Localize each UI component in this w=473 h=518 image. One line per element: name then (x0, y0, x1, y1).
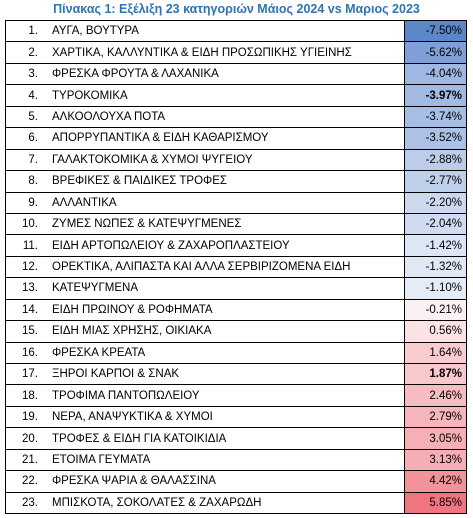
category-name: ΝΕΡΑ, ΑΝΑΨΥΚΤΙΚΑ & ΧΥΜΟΙ (43, 405, 405, 429)
category-name: ΜΠΙΣΚΟΤΑ, ΣΟΚΟΛΑΤΕΣ & ΖΑΧΑΡΩΔΗ (43, 491, 405, 515)
change-value: -7.50% (404, 19, 467, 43)
change-value: -5.62% (404, 41, 467, 64)
row-number: 19. (5, 405, 43, 429)
row-number: 21. (5, 448, 43, 472)
row-number: 5. (5, 105, 43, 129)
table-row: 8. ΒΡΕΦΙΚΕΣ & ΠΑΙΔΙΚΕΣ ΤΡΟΦΕΣ -2.77% (5, 170, 467, 193)
category-name: ΟΡΕΚΤΙΚΑ, ΑΛΙΠΑΣΤΑ ΚΑΙ ΑΛΛΑ ΣΕΡΒΙΡΙΖΟΜΕΝ… (43, 255, 405, 279)
change-value: 4.42% (404, 470, 467, 493)
row-number: 13. (5, 277, 43, 300)
row-number: 6. (5, 127, 43, 150)
table-row: 21. ΕΤΟΙΜΑ ΓΕΥΜΑΤΑ 3.13% (5, 448, 467, 472)
row-number: 18. (5, 384, 43, 407)
table-row: 2. ΧΑΡΤΙΚΑ, ΚΑΛΛΥΝΤΙΚΑ & ΕΙΔΗ ΠΡΟΣΩΠΙΚΗΣ … (5, 41, 467, 64)
row-number: 16. (5, 341, 43, 365)
change-value: 5.85% (404, 491, 467, 515)
change-value: -2.04% (404, 212, 467, 236)
change-value: 1.64% (404, 341, 467, 365)
table-row: 4. ΤΥΡΟΚΟΜΙΚΑ -3.97% (5, 84, 467, 107)
category-name: ΞΗΡΟΙ ΚΑΡΠΟΙ & ΣΝΑΚ (43, 362, 405, 386)
category-name: ΑΛΛΑΝΤΙΚΑ (43, 191, 405, 214)
table-row: 1. ΑΥΓΑ, ΒΟΥΤΥΡΑ -7.50% (5, 19, 467, 43)
category-name: ΦΡΕΣΚΑ ΨΑΡΙΑ & ΘΑΛΑΣΣΙΝΑ (43, 470, 405, 493)
category-name: ΚΑΤΕΨΥΓΜΕΝΑ (43, 277, 405, 300)
row-number: 15. (5, 320, 43, 343)
change-value: 0.56% (404, 320, 467, 343)
row-number: 4. (5, 84, 43, 107)
category-name: ΖΥΜΕΣ ΝΩΠΕΣ & ΚΑΤΕΨΥΓΜΕΝΕΣ (43, 212, 405, 236)
change-value: -1.10% (404, 277, 467, 300)
row-number: 8. (5, 170, 43, 193)
change-value: -3.74% (404, 105, 467, 129)
category-name: ΤΡΟΦΙΜΑ ΠΑΝΤΟΠΩΛΕΙΟΥ (43, 384, 405, 407)
category-name: ΑΛΚΟΟΛΟΥΧΑ ΠΟΤΑ (43, 105, 405, 129)
row-number: 1. (5, 19, 43, 43)
table-row: 14. ΕΙΔΗ ΠΡΩΙΝΟΥ & ΡΟΦΗΜΑΤΑ -0.21% (5, 298, 467, 322)
table-row: 15. ΕΙΔΗ ΜΙΑΣ ΧΡΗΣΗΣ, ΟΙΚΙΑΚΑ 0.56% (5, 320, 467, 343)
table-row: 19. ΝΕΡΑ, ΑΝΑΨΥΚΤΙΚΑ & ΧΥΜΟΙ 2.79% (5, 405, 467, 429)
table-row: 16. ΦΡΕΣΚΑ ΚΡΕΑΤΑ 1.64% (5, 341, 467, 365)
table-row: 22. ΦΡΕΣΚΑ ΨΑΡΙΑ & ΘΑΛΑΣΣΙΝΑ 4.42% (5, 470, 467, 493)
table-row: 13. ΚΑΤΕΨΥΓΜΕΝΑ -1.10% (5, 277, 467, 300)
category-name: ΧΑΡΤΙΚΑ, ΚΑΛΛΥΝΤΙΚΑ & ΕΙΔΗ ΠΡΟΣΩΠΙΚΗΣ ΥΓ… (43, 41, 405, 64)
change-value: 2.79% (404, 405, 467, 429)
row-number: 17. (5, 362, 43, 386)
table-row: 20. ΤΡΟΦΕΣ & ΕΙΔΗ ΓΙΑ ΚΑΤΟΙΚΙΔΙΑ 3.05% (5, 427, 467, 450)
table-row: 18. ΤΡΟΦΙΜΑ ΠΑΝΤΟΠΩΛΕΙΟΥ 2.46% (5, 384, 467, 407)
table-row: 12. ΟΡΕΚΤΙΚΑ, ΑΛΙΠΑΣΤΑ ΚΑΙ ΑΛΛΑ ΣΕΡΒΙΡΙΖΟ… (5, 255, 467, 279)
change-value: 3.13% (404, 448, 467, 472)
row-number: 3. (5, 62, 43, 86)
category-name: ΑΥΓΑ, ΒΟΥΤΥΡΑ (43, 19, 405, 43)
change-value: -2.88% (404, 148, 467, 172)
row-number: 9. (5, 191, 43, 214)
category-name: ΓΑΛΑΚΤΟΚΟΜΙΚΑ & ΧΥΜΟΙ ΨΥΓΕΙΟΥ (43, 148, 405, 172)
row-number: 23. (5, 491, 43, 515)
table-row: 6. ΑΠΟΡΡΥΠΑΝΤΙΚΑ & ΕΙΔΗ ΚΑΘΑΡΙΣΜΟΥ -3.52% (5, 127, 467, 150)
row-number: 7. (5, 148, 43, 172)
table-row: 9. ΑΛΛΑΝΤΙΚΑ -2.20% (5, 191, 467, 214)
category-name: ΕΙΔΗ ΜΙΑΣ ΧΡΗΣΗΣ, ΟΙΚΙΑΚΑ (43, 320, 405, 343)
table-row: 10. ΖΥΜΕΣ ΝΩΠΕΣ & ΚΑΤΕΨΥΓΜΕΝΕΣ -2.04% (5, 212, 467, 236)
row-number: 2. (5, 41, 43, 64)
category-name: ΦΡΕΣΚΑ ΚΡΕΑΤΑ (43, 341, 405, 365)
change-value: -2.77% (404, 170, 467, 193)
table-row: 3. ΦΡΕΣΚΑ ΦΡΟΥΤΑ & ΛΑΧΑΝΙΚΑ -4.04% (5, 62, 467, 86)
table-row: 7. ΓΑΛΑΚΤΟΚΟΜΙΚΑ & ΧΥΜΟΙ ΨΥΓΕΙΟΥ -2.88% (5, 148, 467, 172)
table-row: 23. ΜΠΙΣΚΟΤΑ, ΣΟΚΟΛΑΤΕΣ & ΖΑΧΑΡΩΔΗ 5.85% (5, 491, 467, 515)
table-row: 17. ΞΗΡΟΙ ΚΑΡΠΟΙ & ΣΝΑΚ 1.87% (5, 362, 467, 386)
row-number: 20. (5, 427, 43, 450)
change-value: -0.21% (404, 298, 467, 322)
category-name: ΦΡΕΣΚΑ ΦΡΟΥΤΑ & ΛΑΧΑΝΙΚΑ (43, 62, 405, 86)
categories-table: 1. ΑΥΓΑ, ΒΟΥΤΥΡΑ -7.50% 2. ΧΑΡΤΙΚΑ, ΚΑΛΛΥΝΤΙ… (5, 19, 467, 515)
change-value: -4.04% (404, 62, 467, 86)
row-number: 22. (5, 470, 43, 493)
change-value: -3.97% (404, 84, 467, 107)
table-title: Πίνακας 1: Εξέλιξη 23 κατηγοριών Μάιος 2… (53, 2, 420, 16)
row-number: 14. (5, 298, 43, 322)
row-number: 12. (5, 255, 43, 279)
row-number: 11. (5, 234, 43, 257)
change-value: 3.05% (404, 427, 467, 450)
category-name: ΕΙΔΗ ΑΡΤΟΠΩΛΕΙΟΥ & ΖΑΧΑΡΟΠΛΑΣΤΕΙΟΥ (43, 234, 405, 257)
change-value: -1.42% (404, 234, 467, 257)
change-value: 2.46% (404, 384, 467, 407)
change-value: -1.32% (404, 255, 467, 279)
change-value: -2.20% (404, 191, 467, 214)
category-name: ΑΠΟΡΡΥΠΑΝΤΙΚΑ & ΕΙΔΗ ΚΑΘΑΡΙΣΜΟΥ (43, 127, 405, 150)
table-row: 11. ΕΙΔΗ ΑΡΤΟΠΩΛΕΙΟΥ & ΖΑΧΑΡΟΠΛΑΣΤΕΙΟΥ -1.… (5, 234, 467, 257)
category-name: ΤΡΟΦΕΣ & ΕΙΔΗ ΓΙΑ ΚΑΤΟΙΚΙΔΙΑ (43, 427, 405, 450)
table-row: 5. ΑΛΚΟΟΛΟΥΧΑ ΠΟΤΑ -3.74% (5, 105, 467, 129)
row-number: 10. (5, 212, 43, 236)
change-value: 1.87% (404, 362, 467, 386)
change-value: -3.52% (404, 127, 467, 150)
category-name: ΒΡΕΦΙΚΕΣ & ΠΑΙΔΙΚΕΣ ΤΡΟΦΕΣ (43, 170, 405, 193)
category-name: ΤΥΡΟΚΟΜΙΚΑ (43, 84, 405, 107)
category-name: ΕΙΔΗ ΠΡΩΙΝΟΥ & ΡΟΦΗΜΑΤΑ (43, 298, 405, 322)
category-name: ΕΤΟΙΜΑ ΓΕΥΜΑΤΑ (43, 448, 405, 472)
